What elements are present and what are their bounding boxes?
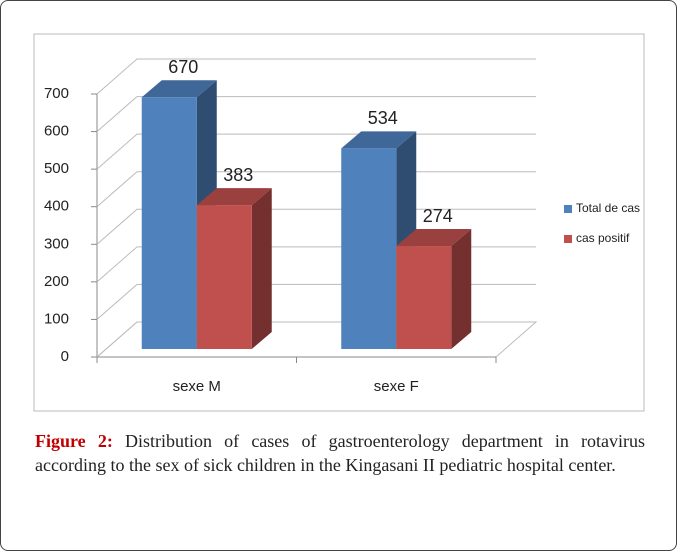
x-tick-label: sexe F [374, 378, 419, 395]
bar-front [141, 97, 197, 350]
chart: 0 100 200 300 400 500 600 700 sexe M 670 383 sexe F… [33, 33, 645, 412]
data-label: 383 [223, 165, 253, 185]
caption-text: Distribution of cases of gastroenterolog… [35, 431, 646, 475]
grid-line [96, 96, 536, 132]
bar-top [141, 80, 217, 98]
x-tick-label: sexe M [173, 378, 221, 395]
y-tick-label: 300 [44, 235, 69, 252]
data-label: 274 [423, 206, 453, 226]
bar [396, 229, 472, 349]
data-label: 670 [168, 57, 198, 77]
caption-label: Figure 2: [35, 431, 113, 451]
bar-top [196, 188, 272, 206]
y-tick-label: 400 [44, 198, 69, 215]
y-tick-label: 500 [44, 160, 69, 177]
y-tick-label: 700 [44, 85, 69, 102]
bar-top [341, 131, 417, 149]
bar [196, 188, 272, 349]
bar-side [451, 229, 472, 349]
legend-label: Total de cas [576, 201, 640, 215]
y-tick-label: 100 [44, 310, 69, 327]
grid-line [96, 58, 536, 95]
legend-label: cas positif [576, 231, 630, 245]
legend-swatch [564, 205, 572, 213]
bar-front [396, 246, 452, 349]
y-tick-label: 600 [44, 123, 69, 140]
y-tick-label: 0 [61, 348, 69, 365]
caption: Figure 2: Distribution of cases of gastr… [35, 429, 645, 477]
bar-top [396, 229, 472, 247]
legend-swatch [564, 235, 572, 243]
chart-panel [33, 33, 645, 412]
y-tick-label: 200 [44, 273, 69, 290]
bar-front [196, 205, 252, 349]
bar-side [251, 188, 272, 349]
bar-front [341, 148, 397, 349]
data-label: 534 [368, 108, 398, 128]
